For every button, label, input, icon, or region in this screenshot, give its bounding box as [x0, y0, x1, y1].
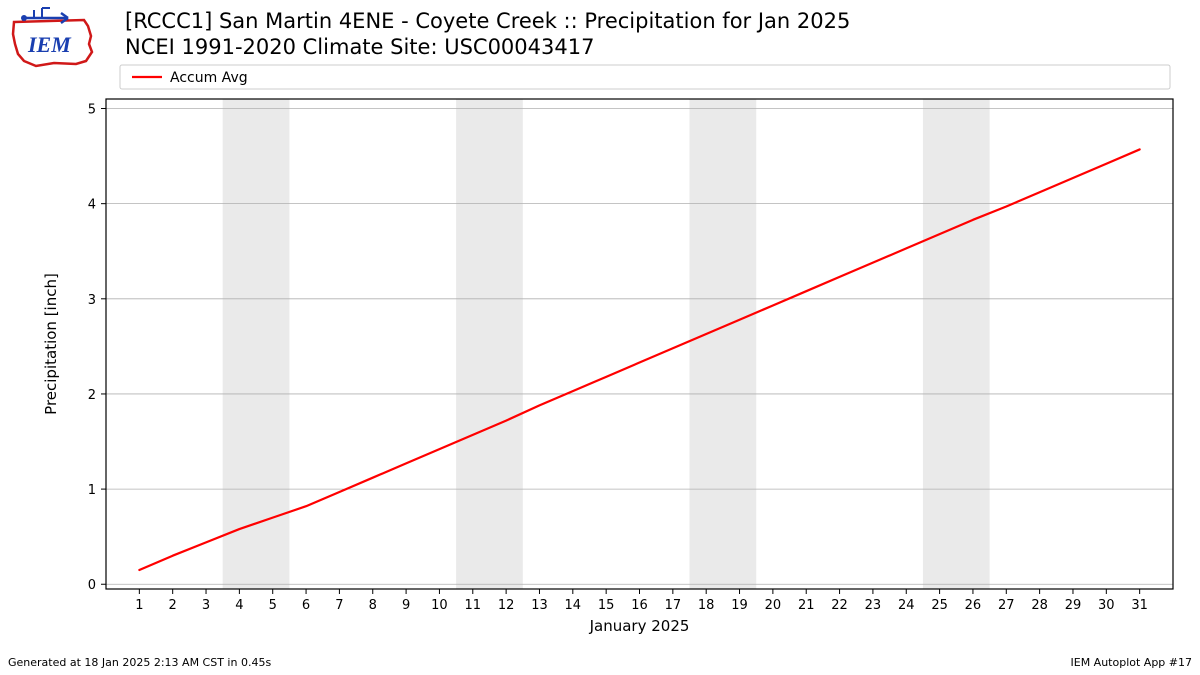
generated-timestamp: Generated at 18 Jan 2025 2:13 AM CST in … — [8, 656, 271, 669]
x-tick-label: 3 — [202, 598, 210, 613]
x-tick-label: 25 — [931, 598, 948, 613]
y-tick-label: 1 — [88, 483, 96, 498]
x-tick-label: 5 — [269, 598, 277, 613]
x-tick-label: 10 — [431, 598, 448, 613]
x-tick-label: 22 — [831, 598, 848, 613]
x-tick-label: 26 — [965, 598, 982, 613]
weekend-band — [923, 99, 990, 589]
weekend-band — [456, 99, 523, 589]
x-axis-label: January 2025 — [589, 617, 690, 635]
app-id-label: IEM Autoplot App #17 — [1071, 656, 1193, 669]
legend-label: Accum Avg — [170, 70, 248, 86]
y-tick-label: 5 — [88, 103, 96, 118]
x-tick-label: 12 — [498, 598, 515, 613]
y-tick-label: 4 — [88, 198, 96, 213]
x-tick-label: 19 — [731, 598, 748, 613]
x-tick-label: 17 — [665, 598, 682, 613]
x-tick-label: 4 — [235, 598, 243, 613]
x-tick-label: 13 — [531, 598, 548, 613]
x-tick-label: 6 — [302, 598, 310, 613]
x-tick-label: 7 — [335, 598, 343, 613]
x-tick-label: 9 — [402, 598, 410, 613]
x-tick-label: 29 — [1065, 598, 1082, 613]
x-tick-label: 16 — [631, 598, 648, 613]
y-axis-label: Precipitation [inch] — [42, 273, 60, 415]
x-tick-label: 30 — [1098, 598, 1115, 613]
y-tick-label: 0 — [88, 578, 96, 593]
x-tick-label: 23 — [865, 598, 882, 613]
x-tick-label: 15 — [598, 598, 615, 613]
x-tick-label: 31 — [1131, 598, 1148, 613]
x-tick-label: 20 — [765, 598, 782, 613]
x-tick-label: 24 — [898, 598, 915, 613]
x-tick-label: 11 — [465, 598, 482, 613]
legend-box — [120, 65, 1170, 89]
x-tick-label: 27 — [998, 598, 1015, 613]
x-tick-label: 14 — [565, 598, 582, 613]
precipitation-chart: 1234567891011121314151617181920212223242… — [0, 0, 1200, 675]
x-tick-label: 1 — [135, 598, 143, 613]
y-tick-label: 3 — [88, 293, 96, 308]
x-tick-label: 8 — [369, 598, 377, 613]
x-tick-label: 21 — [798, 598, 815, 613]
y-tick-label: 2 — [88, 388, 96, 403]
x-tick-label: 28 — [1031, 598, 1048, 613]
weekend-band — [690, 99, 757, 589]
x-tick-label: 18 — [698, 598, 715, 613]
x-tick-label: 2 — [169, 598, 177, 613]
